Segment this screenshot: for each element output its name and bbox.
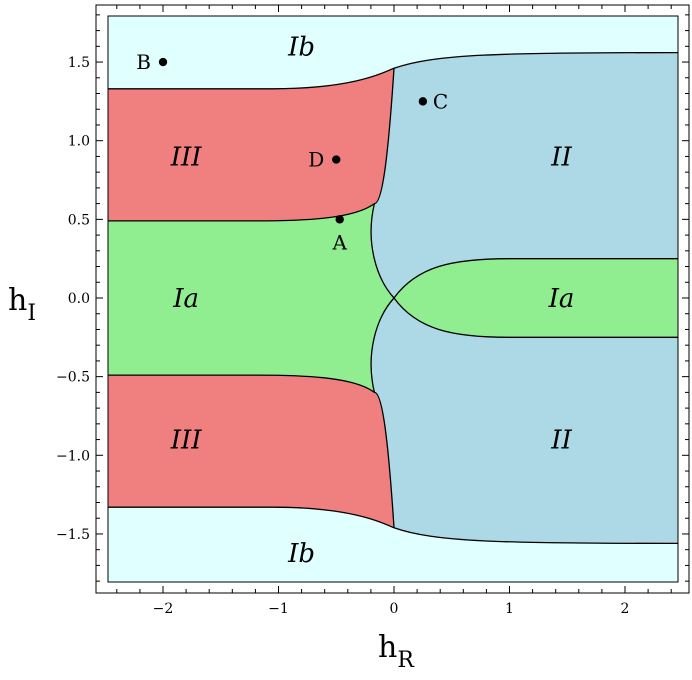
y-tick-labels: 1.5 1.0 0.5 0.0 −0.5 −1.0 −1.5 bbox=[56, 55, 90, 543]
point-label-D: D bbox=[308, 148, 324, 172]
y-tick-label: 0.0 bbox=[68, 291, 90, 307]
x-tick-label: 1 bbox=[505, 601, 514, 617]
region-label-Ia: Ia bbox=[172, 284, 199, 314]
point-A bbox=[335, 215, 344, 224]
region-label-II: II bbox=[550, 426, 572, 456]
y-tick-label: −1.5 bbox=[56, 527, 90, 543]
boundary-Ia-right-upper bbox=[393, 258, 678, 299]
region-Ia-right bbox=[394, 258, 678, 338]
region-II-lower bbox=[371, 298, 678, 544]
region-label-Ib: Ib bbox=[287, 32, 315, 62]
y-tick-label: 0.5 bbox=[68, 212, 90, 228]
y-tick-label: 1.0 bbox=[68, 134, 90, 150]
boundary-cusp-upper bbox=[370, 203, 395, 299]
y-tick-label: −1.0 bbox=[56, 448, 90, 464]
region-III-upper bbox=[108, 68, 394, 221]
x-tick-label: 0 bbox=[390, 601, 399, 617]
region-label-III: III bbox=[170, 142, 203, 172]
axis-ticks bbox=[96, 5, 689, 593]
region-III-lower bbox=[108, 375, 394, 528]
point-label-B: B bbox=[136, 50, 151, 74]
region-label-Ib: Ib bbox=[287, 539, 315, 569]
boundary-lower bbox=[108, 506, 679, 545]
y-tick-label: −0.5 bbox=[56, 370, 90, 386]
point-B bbox=[158, 57, 168, 67]
boundary-curves bbox=[108, 51, 679, 545]
point-D bbox=[332, 155, 341, 164]
point-label-A: A bbox=[331, 230, 347, 254]
x-tick-label: 2 bbox=[621, 601, 630, 617]
boundary-upper bbox=[108, 51, 679, 90]
region-Ia-left bbox=[108, 203, 394, 393]
point-label-C: C bbox=[433, 89, 448, 113]
x-axis-label: hR bbox=[378, 630, 415, 673]
x-tick-label: −2 bbox=[153, 601, 174, 617]
x-tick-labels: −2 −1 0 1 2 bbox=[153, 601, 630, 617]
y-tick-label: 1.5 bbox=[68, 55, 90, 71]
region-label-II: II bbox=[550, 142, 572, 172]
inner-frame bbox=[107, 15, 679, 583]
region-II-upper bbox=[371, 52, 678, 298]
boundary-Ia-right-lower bbox=[393, 297, 678, 338]
point-C bbox=[418, 97, 428, 106]
region-label-Ia: Ia bbox=[548, 284, 575, 314]
boundary-cusp-lower bbox=[370, 297, 395, 393]
region-label-III: III bbox=[170, 426, 203, 456]
marked-points: A B C D bbox=[136, 50, 448, 254]
x-tick-label: −1 bbox=[268, 601, 289, 617]
y-axis-label: hI bbox=[8, 283, 36, 326]
outer-frame bbox=[95, 4, 690, 594]
